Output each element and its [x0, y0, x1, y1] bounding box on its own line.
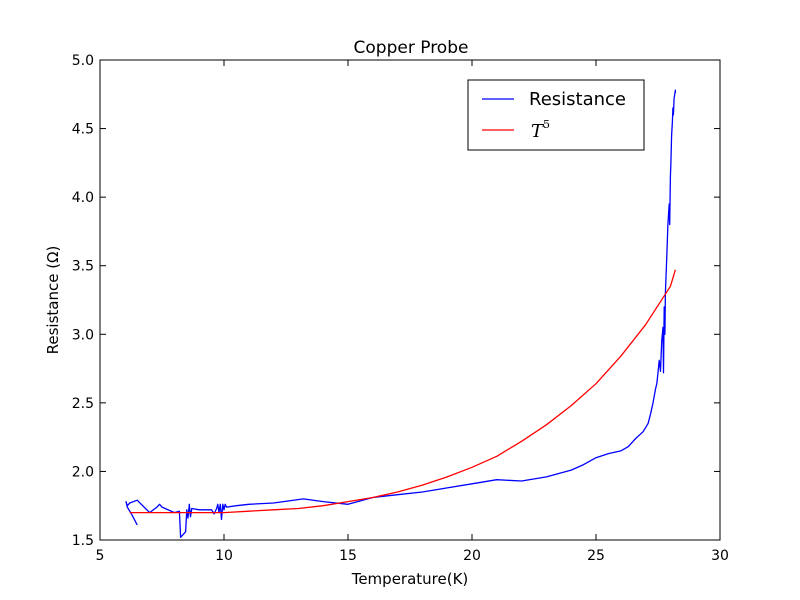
y-tick-label: 2.0	[72, 464, 94, 480]
series-line-t5	[129, 269, 677, 514]
x-axis-title: Temperature(K)	[351, 570, 469, 588]
legend-label-resistance: Resistance	[529, 89, 626, 110]
y-tick-label: 4.5	[72, 122, 94, 138]
legend-label-t5: T5	[531, 118, 550, 142]
y-tick-label: 1.5	[72, 533, 94, 549]
series-layer	[125, 89, 677, 538]
legend-label-t5-base: T	[531, 121, 545, 142]
x-tick-label: 5	[96, 548, 105, 564]
x-tick-label: 10	[215, 548, 233, 564]
plot-frame	[99, 59, 721, 541]
y-tick-label: 3.5	[72, 259, 94, 275]
x-tick-label: 20	[463, 548, 481, 564]
x-tick-label: 25	[587, 548, 605, 564]
series-line-resistance	[125, 89, 677, 538]
y-tick-label: 4.0	[72, 190, 94, 206]
legend-label-t5-exponent: 5	[543, 118, 550, 131]
x-tick-label: 30	[711, 548, 729, 564]
y-axis-title: Resistance (Ω)	[44, 246, 62, 355]
x-tick-label: 15	[339, 548, 357, 564]
y-tick-label: 3.0	[72, 327, 94, 343]
y-tick-label: 5.0	[72, 53, 94, 69]
y-tick-label: 2.5	[72, 396, 94, 412]
legend: Resistance T5	[467, 79, 645, 151]
chart-title: Copper Probe	[354, 38, 469, 58]
legend-box	[467, 79, 645, 151]
